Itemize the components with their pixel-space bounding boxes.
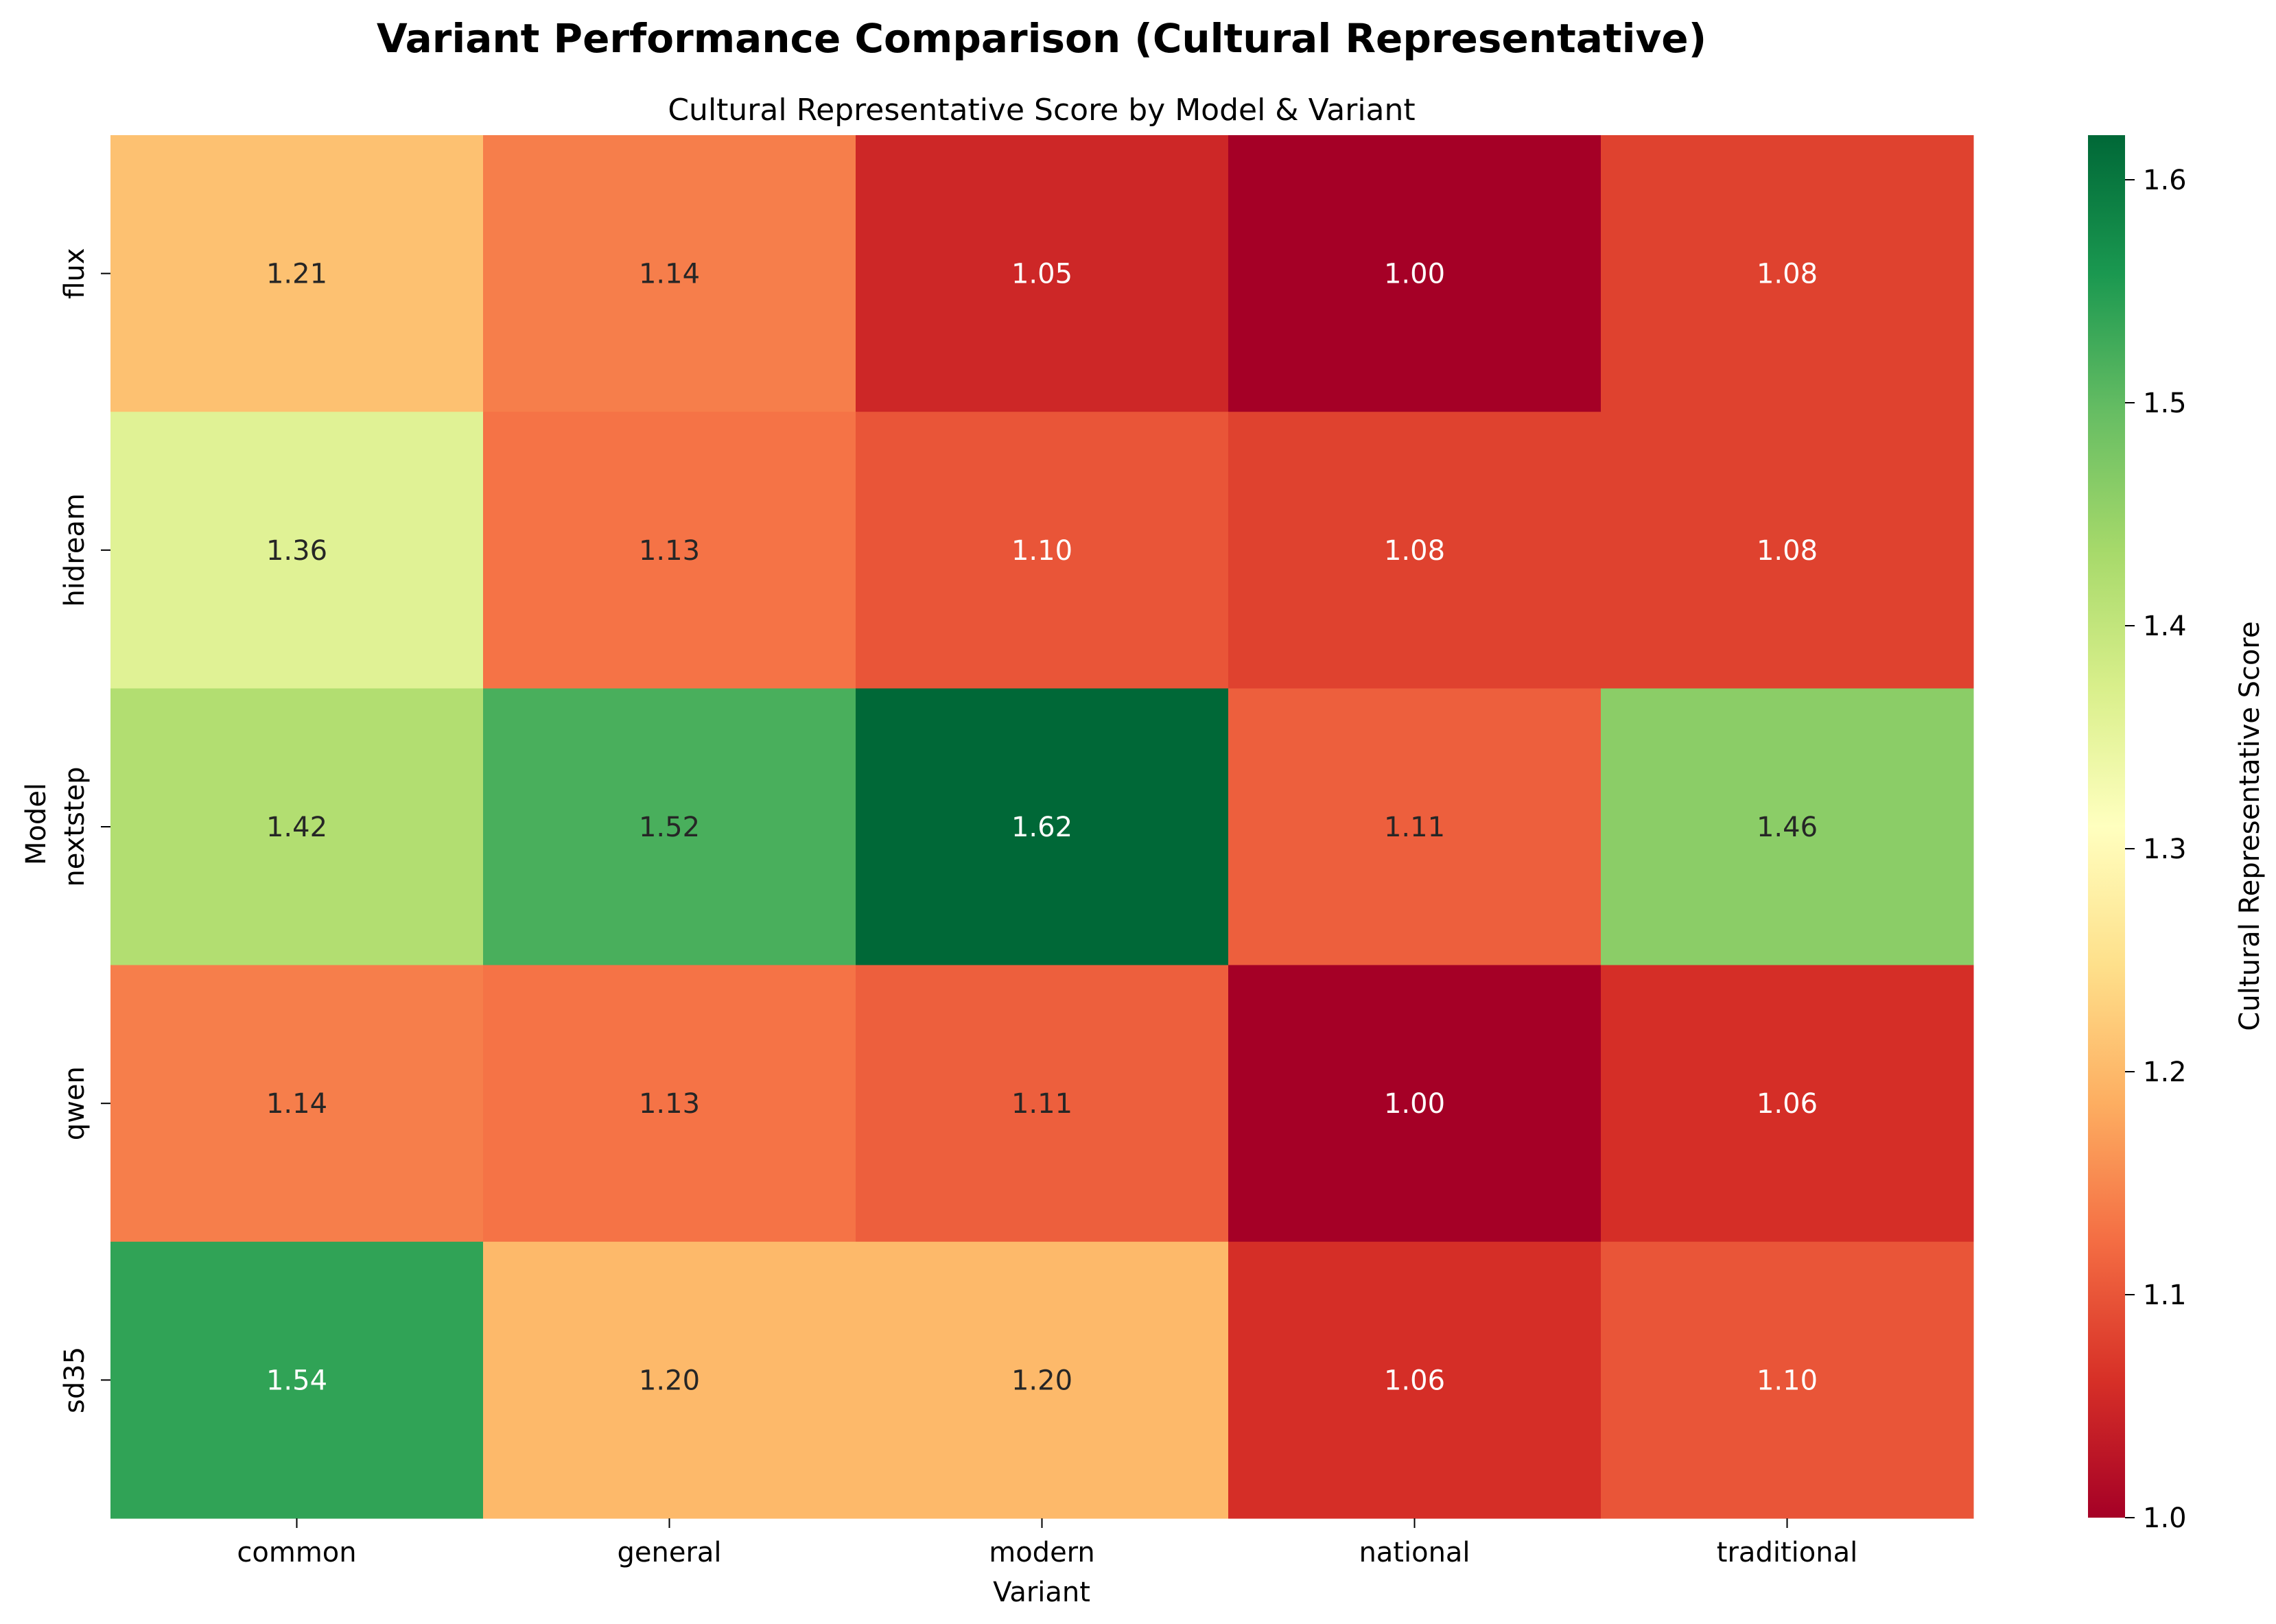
heatmap-cell [110,1241,484,1519]
heatmap-cell [1601,1241,1974,1519]
cell-value-label: 1.13 [639,1088,700,1120]
y-tick-label: nextstep [59,766,91,886]
cell-value-label: 1.06 [1757,1088,1818,1120]
cell-value-label: 1.10 [1757,1365,1818,1396]
chart-title: Cultural Representative Score by Model &… [668,93,1415,128]
x-tick-label: modern [989,1537,1095,1568]
cell-value-label: 1.11 [1011,1088,1072,1120]
heatmap-cell [1601,135,1974,412]
cell-value-label: 1.36 [266,535,327,567]
cell-value-label: 1.13 [639,535,700,567]
colorbar-tick-label: 1.5 [2143,388,2187,419]
cell-value-label: 1.20 [639,1365,700,1396]
cell-value-label: 1.00 [1384,259,1445,290]
cell-value-label: 1.06 [1384,1365,1445,1396]
x-tick-label: general [617,1537,721,1568]
y-axis-label: Model [21,783,52,865]
cell-value-label: 1.14 [639,259,700,290]
heatmap-cell [1228,135,1602,412]
heatmap-cell [110,135,484,412]
heatmap-cell [110,688,484,966]
colorbar-tick-label: 1.2 [2143,1057,2187,1088]
heatmap-cell [1228,412,1602,689]
colorbar-label: Cultural Representative Score [2234,621,2266,1031]
heatmap-cell [856,965,1229,1243]
heatmap-cell [1228,1241,1602,1519]
cell-value-label: 1.21 [266,259,327,290]
cell-value-label: 1.46 [1757,812,1818,843]
colorbar-tick-label: 1.1 [2143,1280,2187,1311]
heatmap-cells [110,135,1974,1519]
colorbar-gradient [2088,135,2125,1518]
colorbar-tick-label: 1.4 [2143,611,2187,642]
heatmap-cell [1601,965,1974,1243]
cell-value-label: 1.42 [266,812,327,843]
x-tick-label: national [1359,1537,1470,1568]
heatmap-cell [1228,688,1602,966]
heatmap-cell [856,688,1229,966]
cell-value-label: 1.08 [1757,535,1818,567]
colorbar-tick-label: 1.3 [2143,834,2187,865]
x-tick-label: traditional [1717,1537,1857,1568]
cell-value-label: 1.08 [1757,259,1818,290]
heatmap-cell-labels: 1.21 1.14 1.05 1.00 1.08 1.36 1.13 1.10 1.08 1.08… [266,259,1818,1397]
figure-suptitle: Variant Performance Comparison (Cultural… [377,15,1706,62]
y-axis: flux hidream nextstep qwen sd35 [59,248,110,1413]
y-tick-label: hidream [59,493,91,607]
heatmap-cell [483,135,856,412]
colorbar: 1.0 1.1 1.2 1.3 1.4 1.5 1.6 Cultural Represent… [2088,135,2266,1534]
cell-value-label: 1.62 [1011,812,1072,843]
cell-value-label: 1.14 [266,1088,327,1120]
heatmap-cell [483,688,856,966]
x-axis: common general modern national traditional [237,1518,1857,1568]
y-tick-label: sd35 [59,1347,91,1413]
x-axis-label: Variant [993,1577,1090,1608]
cell-value-label: 1.00 [1384,1088,1445,1120]
heatmap-cell [856,135,1229,412]
cell-value-label: 1.11 [1384,812,1445,843]
heatmap-cell [483,412,856,689]
cell-value-label: 1.05 [1011,259,1072,290]
colorbar-ticks: 1.0 1.1 1.2 1.3 1.4 1.5 1.6 [2125,165,2187,1534]
heatmap-cell [110,965,484,1243]
cell-value-label: 1.52 [639,812,700,843]
heatmap-cell [1601,688,1974,966]
cell-value-label: 1.20 [1011,1365,1072,1396]
heatmap-cell [1601,412,1974,689]
colorbar-tick-label: 1.6 [2143,165,2187,196]
x-tick-label: common [237,1537,356,1568]
heatmap-cell [483,1241,856,1519]
cell-value-label: 1.54 [266,1365,327,1396]
heatmap-cell [110,412,484,689]
cell-value-label: 1.08 [1384,535,1445,567]
cell-value-label: 1.10 [1011,535,1072,567]
y-tick-label: qwen [59,1066,91,1140]
heatmap-cell [1228,965,1602,1243]
heatmap-cell [856,412,1229,689]
heatmap-cell [483,965,856,1243]
colorbar-tick-label: 1.0 [2143,1503,2187,1534]
y-tick-label: flux [59,248,91,298]
heatmap-cell [856,1241,1229,1519]
